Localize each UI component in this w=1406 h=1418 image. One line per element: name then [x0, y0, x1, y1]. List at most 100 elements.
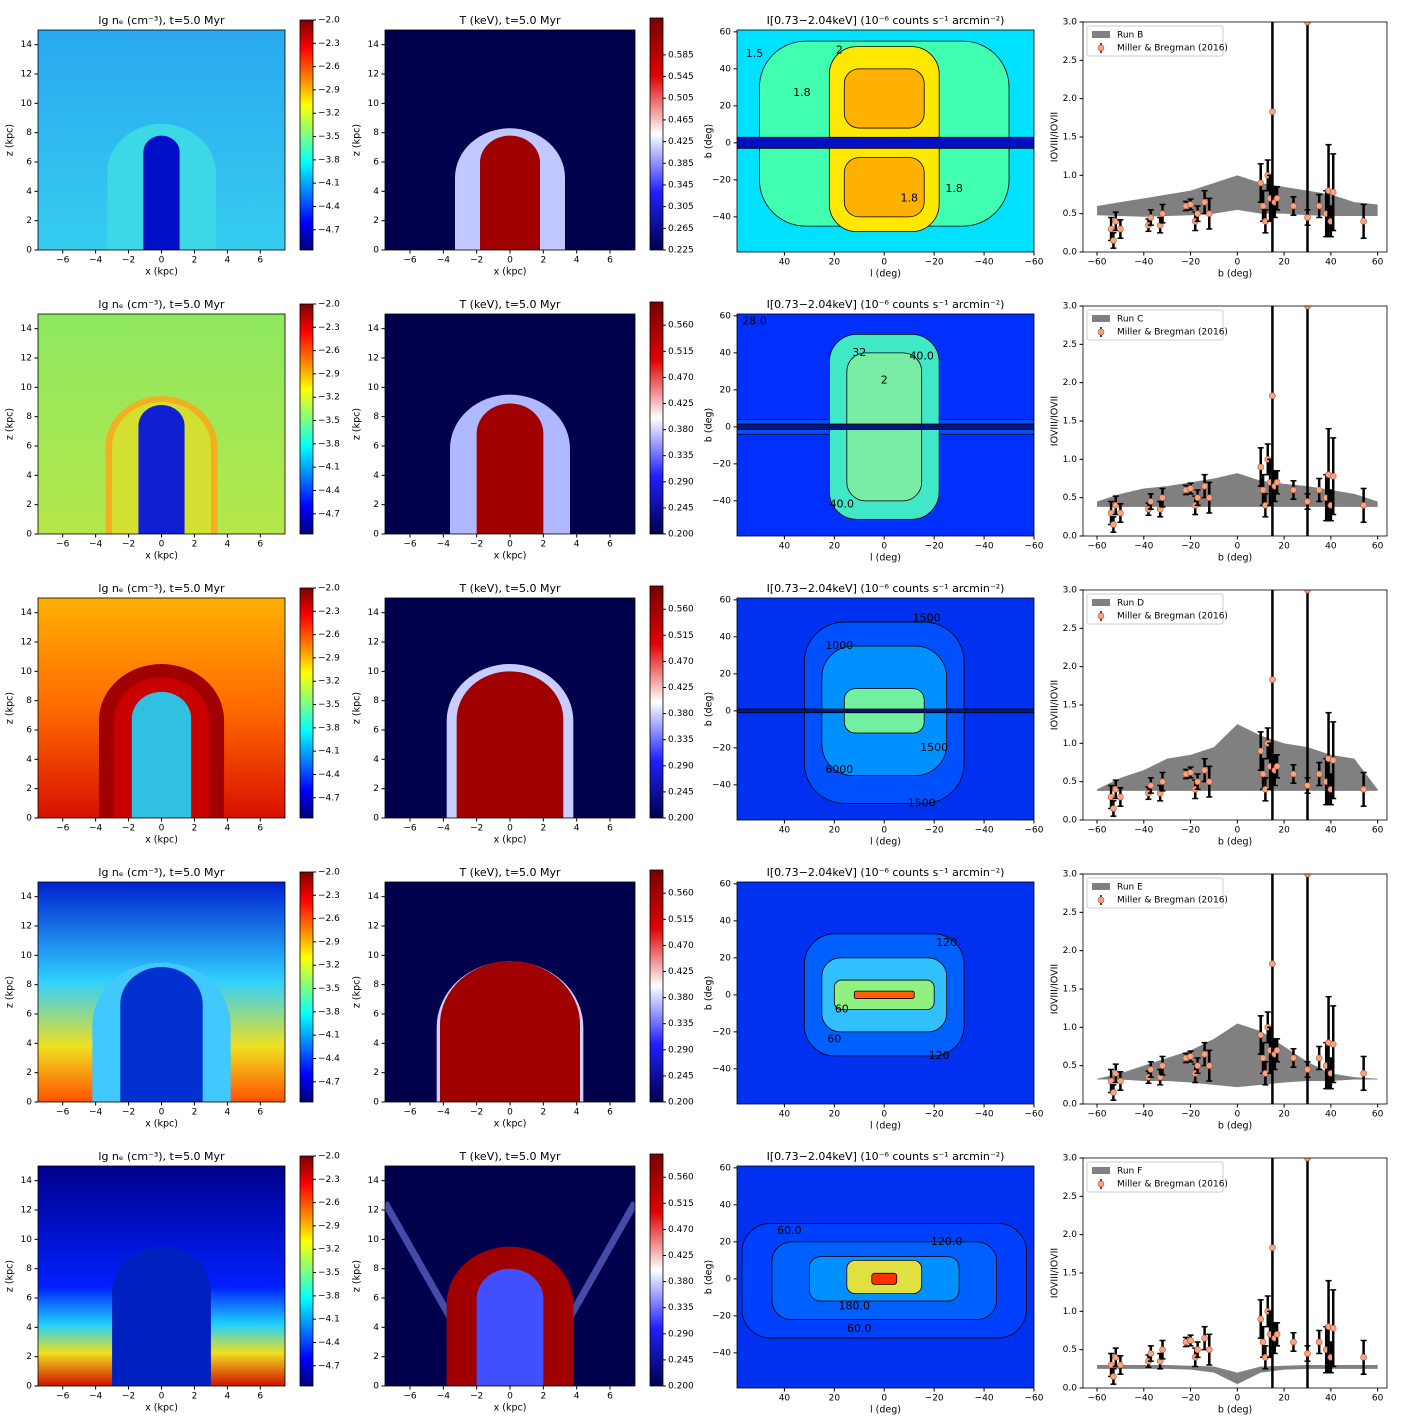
y-axis-label: b (deg)	[704, 692, 715, 726]
x-tick-label: 6	[607, 1108, 613, 1118]
y-tick-label: 4	[26, 1323, 32, 1333]
y-tick-label: 8	[373, 1264, 379, 1274]
y-tick-label: 6	[26, 726, 32, 736]
observation-point	[1206, 1347, 1212, 1353]
x-axis-label: b (deg)	[1218, 1405, 1252, 1416]
colorbar-tick-label: −3.5	[318, 984, 340, 994]
contour-label: 60.0	[777, 1224, 802, 1237]
contour-label: 40.0	[830, 498, 855, 511]
x-tick-label: −6	[56, 824, 70, 834]
colorbar-tick-label: 0.335	[668, 735, 694, 745]
observation-point	[1330, 1041, 1336, 1047]
y-axis-label: z (kpc)	[5, 408, 16, 440]
observation-point	[1290, 487, 1296, 493]
x-tick-label: 0	[1234, 258, 1240, 268]
contour-region	[844, 69, 924, 128]
x-tick-label: −6	[56, 256, 70, 266]
observation-point	[1316, 487, 1322, 493]
x-tick-label: −6	[403, 1108, 417, 1118]
colorbar	[300, 20, 313, 250]
colorbar-tick-label: 0.200	[668, 1382, 694, 1392]
observation-point	[1160, 211, 1166, 217]
y-tick-label: 40	[720, 348, 732, 358]
x-tick-label: 6	[257, 1392, 263, 1402]
x-tick-label: −2	[470, 256, 483, 266]
x-tick-label: −2	[122, 256, 135, 266]
observation-point	[1110, 1090, 1116, 1096]
colorbar-tick-label: 0.470	[668, 373, 694, 383]
colorbar-tick-label: 0.245	[668, 1355, 694, 1365]
y-tick-label: 12	[368, 70, 379, 80]
colorbar-tick-label: 0.515	[668, 915, 694, 925]
x-tick-label: 20	[829, 1394, 841, 1404]
y-axis-label: z (kpc)	[352, 976, 363, 1008]
plot-area: 1.51.821.81.8	[735, 30, 1037, 252]
x-tick-label: 0	[1234, 542, 1240, 552]
y-tick-label: 3.0	[1063, 586, 1078, 596]
x-tick-label: −2	[470, 824, 483, 834]
y-tick-label: 60	[720, 595, 732, 605]
y-tick-label: 6	[26, 1294, 32, 1304]
x-tick-label: −60	[1025, 826, 1044, 836]
observation-point	[1148, 783, 1154, 789]
legend-swatch	[1098, 1181, 1104, 1187]
x-tick-label: −40	[1134, 1110, 1153, 1120]
legend-label: Miller & Bregman (2016)	[1117, 44, 1228, 54]
x-tick-label: −4	[89, 824, 103, 834]
observation-point	[1304, 1067, 1310, 1073]
colorbar-tick-label: −2.6	[318, 62, 340, 72]
y-tick-label: 2.0	[1063, 1230, 1078, 1240]
x-tick-label: −6	[403, 1392, 417, 1402]
observation-point	[1269, 961, 1275, 967]
y-tick-label: 6	[26, 442, 32, 452]
colorbar-tick-label: 0.200	[668, 1098, 694, 1108]
y-tick-label: 1.0	[1063, 455, 1078, 465]
y-tick-label: 2	[26, 1352, 32, 1362]
y-tick-label: 40	[720, 632, 732, 642]
density-structure	[112, 1247, 211, 1386]
colorbar-tick-label: 0.560	[668, 889, 694, 899]
colorbar-tick-label: 0.545	[668, 72, 694, 82]
observation-point	[1195, 495, 1201, 501]
colorbar-tick-label: −4.7	[318, 225, 340, 235]
x-tick-label: 2	[192, 540, 198, 550]
colorbar-tick-label: −2.3	[318, 891, 340, 901]
x-tick-label: 0	[1234, 1110, 1240, 1120]
y-tick-label: 0	[725, 706, 731, 716]
y-tick-label: 8	[26, 1264, 32, 1274]
x-tick-label: 20	[829, 258, 841, 268]
y-tick-label: 4	[26, 1039, 32, 1049]
density-structure	[138, 405, 184, 534]
observation-point	[1274, 479, 1280, 485]
y-tick-label: 1.5	[1063, 985, 1077, 995]
y-tick-label: 10	[368, 951, 380, 961]
y-tick-label: 40	[720, 916, 732, 926]
chart-title: lg nₑ (cm⁻³), t=5.0 Myr	[98, 1150, 225, 1163]
plot-area	[38, 314, 285, 534]
observation-point	[1290, 1339, 1296, 1345]
x-tick-label: −60	[1025, 258, 1044, 268]
colorbar-tick-label: 0.560	[668, 605, 694, 615]
y-tick-label: 4	[373, 1039, 379, 1049]
contour-label: 6000	[825, 763, 853, 776]
observation-point	[1316, 1055, 1322, 1061]
chart-title: T (keV), t=5.0 Myr	[458, 298, 561, 311]
x-axis-label: b (deg)	[1218, 1121, 1252, 1132]
legend-label: Miller & Bregman (2016)	[1117, 1180, 1228, 1190]
x-tick-label: −40	[1134, 1394, 1153, 1404]
x-tick-label: −60	[1088, 1394, 1107, 1404]
y-tick-label: 20	[720, 953, 732, 963]
y-tick-label: 3.0	[1063, 18, 1078, 28]
x-tick-label: −4	[89, 540, 103, 550]
y-tick-label: 4	[373, 187, 379, 197]
observation-point	[1206, 211, 1212, 217]
colorbar-tick-label: 0.380	[668, 425, 694, 435]
figure: −2.0−2.3−2.6−2.9−3.2−3.5−3.8−4.1−4.4−4.7…	[0, 0, 1406, 1418]
observation-point	[1316, 1339, 1322, 1345]
colorbar-tick-label: 0.470	[668, 941, 694, 951]
legend-swatch	[1098, 897, 1104, 903]
legend-label: Miller & Bregman (2016)	[1117, 328, 1228, 338]
x-tick-label: 20	[829, 1110, 841, 1120]
x-tick-label: 6	[607, 1392, 613, 1402]
colorbar-tick-label: −2.9	[318, 369, 340, 379]
